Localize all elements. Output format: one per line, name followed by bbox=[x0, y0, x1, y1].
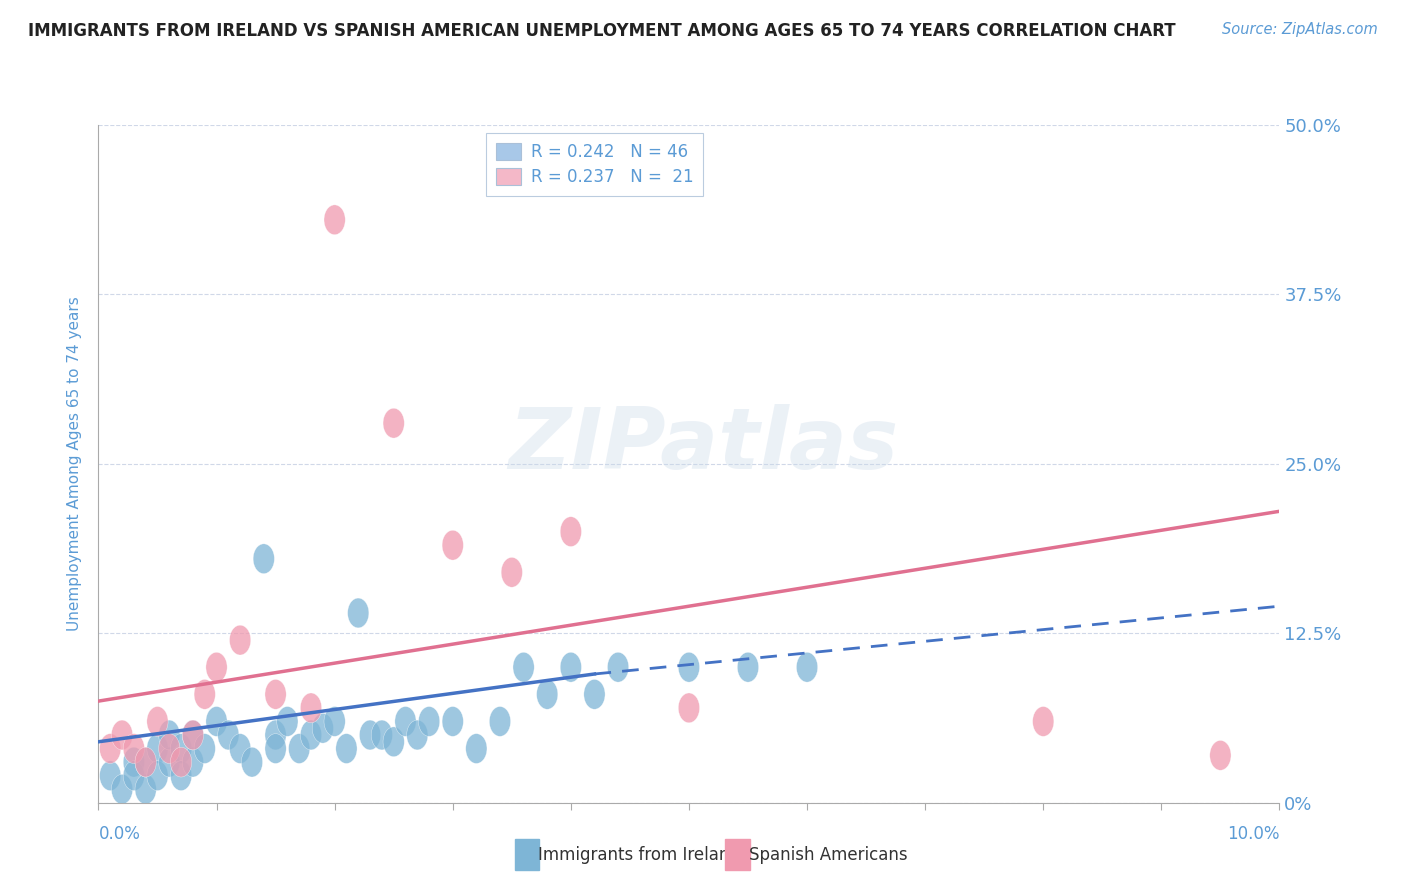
Ellipse shape bbox=[382, 727, 405, 756]
Ellipse shape bbox=[100, 761, 121, 790]
Ellipse shape bbox=[796, 652, 818, 682]
Ellipse shape bbox=[205, 706, 228, 737]
Ellipse shape bbox=[465, 733, 486, 764]
Y-axis label: Unemployment Among Ages 65 to 74 years: Unemployment Among Ages 65 to 74 years bbox=[67, 296, 83, 632]
Ellipse shape bbox=[583, 680, 605, 709]
Ellipse shape bbox=[301, 693, 322, 723]
Ellipse shape bbox=[146, 761, 169, 790]
Ellipse shape bbox=[678, 693, 700, 723]
Ellipse shape bbox=[135, 774, 156, 805]
Ellipse shape bbox=[205, 652, 228, 682]
Text: Immigrants from Ireland: Immigrants from Ireland bbox=[538, 846, 741, 863]
Ellipse shape bbox=[560, 652, 582, 682]
Ellipse shape bbox=[607, 652, 628, 682]
Ellipse shape bbox=[1032, 706, 1054, 737]
Ellipse shape bbox=[360, 720, 381, 750]
Ellipse shape bbox=[253, 544, 274, 574]
Ellipse shape bbox=[229, 733, 250, 764]
Ellipse shape bbox=[146, 733, 169, 764]
Ellipse shape bbox=[737, 652, 759, 682]
Ellipse shape bbox=[537, 680, 558, 709]
Ellipse shape bbox=[146, 706, 169, 737]
Ellipse shape bbox=[288, 733, 309, 764]
Ellipse shape bbox=[419, 706, 440, 737]
Text: IMMIGRANTS FROM IRELAND VS SPANISH AMERICAN UNEMPLOYMENT AMONG AGES 65 TO 74 YEA: IMMIGRANTS FROM IRELAND VS SPANISH AMERI… bbox=[28, 22, 1175, 40]
Ellipse shape bbox=[111, 774, 132, 805]
Ellipse shape bbox=[159, 720, 180, 750]
Ellipse shape bbox=[264, 680, 287, 709]
Ellipse shape bbox=[183, 720, 204, 750]
Ellipse shape bbox=[264, 733, 287, 764]
Ellipse shape bbox=[1209, 740, 1232, 771]
Ellipse shape bbox=[441, 706, 464, 737]
Text: 10.0%: 10.0% bbox=[1227, 825, 1279, 843]
Ellipse shape bbox=[406, 720, 427, 750]
Ellipse shape bbox=[194, 680, 215, 709]
Ellipse shape bbox=[170, 747, 191, 777]
Ellipse shape bbox=[277, 706, 298, 737]
Ellipse shape bbox=[218, 720, 239, 750]
Ellipse shape bbox=[371, 720, 392, 750]
Ellipse shape bbox=[124, 733, 145, 764]
Ellipse shape bbox=[678, 652, 700, 682]
Ellipse shape bbox=[135, 747, 156, 777]
Ellipse shape bbox=[135, 747, 156, 777]
Ellipse shape bbox=[124, 747, 145, 777]
Ellipse shape bbox=[264, 720, 287, 750]
Ellipse shape bbox=[229, 625, 250, 655]
Ellipse shape bbox=[100, 733, 121, 764]
Ellipse shape bbox=[441, 530, 464, 560]
Ellipse shape bbox=[501, 558, 523, 587]
Text: Source: ZipAtlas.com: Source: ZipAtlas.com bbox=[1222, 22, 1378, 37]
Legend: R = 0.242   N = 46, R = 0.237   N =  21: R = 0.242 N = 46, R = 0.237 N = 21 bbox=[485, 133, 703, 196]
Ellipse shape bbox=[489, 706, 510, 737]
Ellipse shape bbox=[183, 747, 204, 777]
Ellipse shape bbox=[183, 720, 204, 750]
Ellipse shape bbox=[395, 706, 416, 737]
Ellipse shape bbox=[301, 720, 322, 750]
Ellipse shape bbox=[159, 733, 180, 764]
Ellipse shape bbox=[159, 747, 180, 777]
Text: Spanish Americans: Spanish Americans bbox=[749, 846, 908, 863]
Ellipse shape bbox=[312, 714, 333, 743]
Ellipse shape bbox=[194, 733, 215, 764]
Ellipse shape bbox=[382, 409, 405, 438]
Ellipse shape bbox=[336, 733, 357, 764]
Ellipse shape bbox=[347, 598, 368, 628]
Text: 0.0%: 0.0% bbox=[98, 825, 141, 843]
Ellipse shape bbox=[323, 205, 346, 235]
Text: ZIPatlas: ZIPatlas bbox=[508, 404, 898, 488]
Ellipse shape bbox=[170, 761, 191, 790]
Ellipse shape bbox=[170, 733, 191, 764]
Ellipse shape bbox=[242, 747, 263, 777]
Ellipse shape bbox=[323, 706, 346, 737]
Ellipse shape bbox=[124, 761, 145, 790]
Ellipse shape bbox=[513, 652, 534, 682]
Ellipse shape bbox=[111, 720, 132, 750]
Ellipse shape bbox=[560, 516, 582, 547]
